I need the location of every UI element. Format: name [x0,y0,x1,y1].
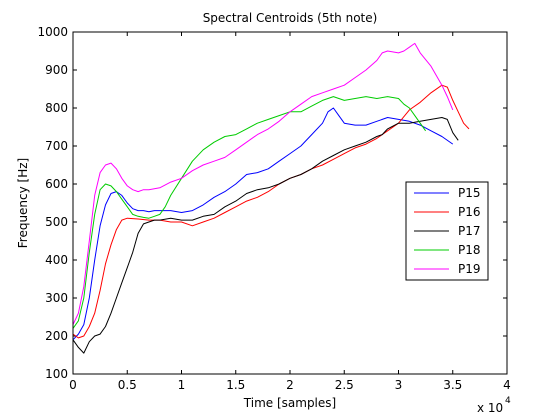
chart-title: Spectral Centroids (5th note) [203,11,378,25]
y-tick-label: 1000 [37,25,68,39]
series-lines [72,42,470,354]
legend-label-p15: P15 [458,186,481,200]
y-tick-label: 600 [45,177,68,191]
y-tick-label: 400 [45,253,68,267]
x-multiplier-exponent: 4 [505,396,511,406]
y-tick-label: 200 [45,329,68,343]
y-tick-label: 800 [45,101,68,115]
plot-area-frame [72,31,508,375]
x-tick-label: 3.5 [443,378,462,392]
x-tick-label: 0.5 [118,378,137,392]
series-line-p16 [72,84,470,339]
x-tick-label: 1.5 [226,378,245,392]
x-tick-label: 3 [395,378,403,392]
legend-label-p19: P19 [458,262,481,276]
y-tick-label: 700 [45,139,68,153]
x-multiplier-base: x 10 [477,401,503,415]
y-tick-label: 900 [45,63,68,77]
x-axis-label: Time [samples] [243,396,336,410]
y-axis-ticks: 100 200 300 400 500 600 700 800 900 1000 [37,25,507,381]
series-line-p17 [72,117,459,354]
y-tick-label: 100 [45,367,68,381]
x-tick-label: 1 [178,378,186,392]
y-axis-label: Frequency [Hz] [16,158,30,249]
series-line-p15 [72,107,454,341]
legend-label-p18: P18 [458,243,481,257]
x-tick-label: 2 [286,378,294,392]
series-line-p18 [72,96,427,329]
legend-label-p17: P17 [458,224,481,238]
x-tick-label: 0 [69,378,77,392]
legend: P15 P16 P17 P18 P19 [405,181,489,281]
x-axis-ticks: 0 0.5 1 1.5 2 2.5 3 3.5 4 [69,32,511,392]
series-line-p19 [72,42,454,325]
x-tick-label: 4 [503,378,511,392]
x-axis-multiplier: x 10 4 [477,396,511,415]
y-tick-label: 500 [45,215,68,229]
legend-label-p16: P16 [458,205,481,219]
y-tick-label: 300 [45,291,68,305]
x-tick-label: 2.5 [335,378,354,392]
